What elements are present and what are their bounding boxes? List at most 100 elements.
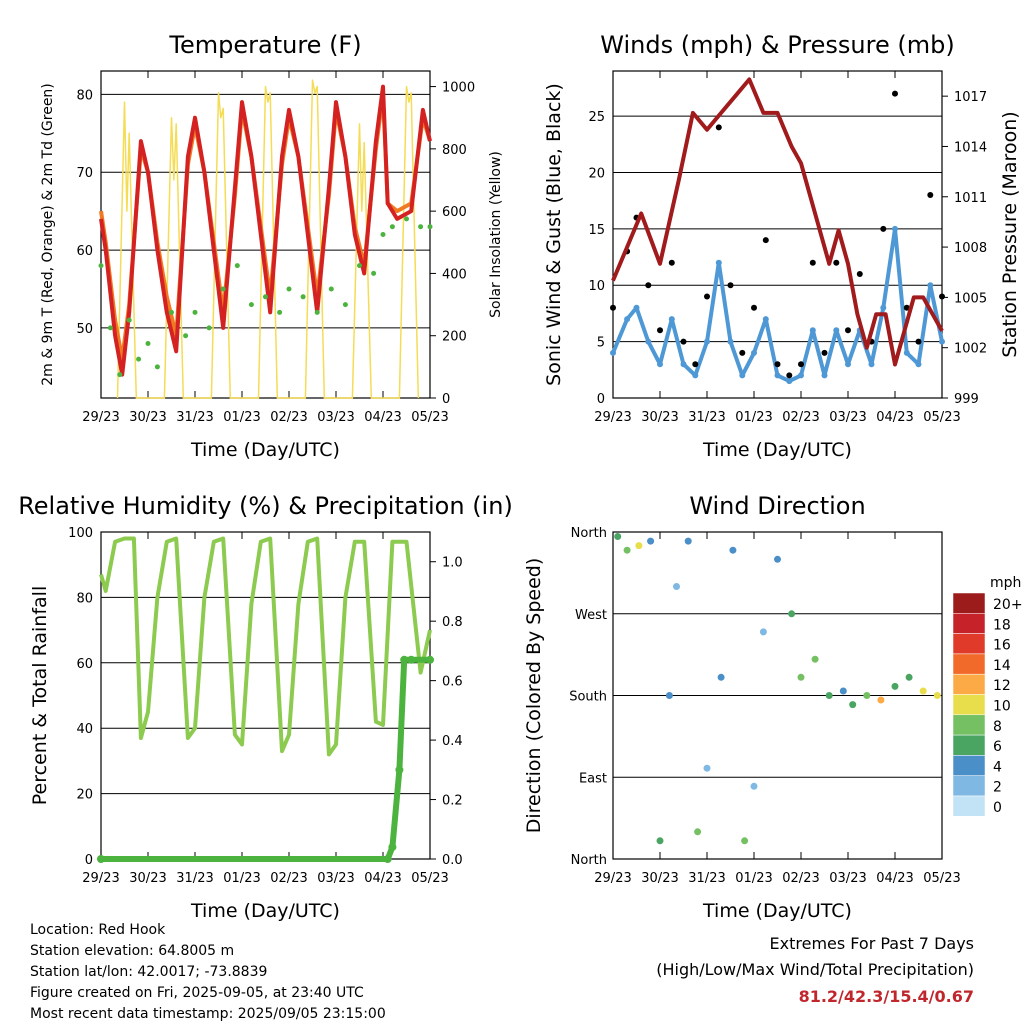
y-tick-label: 10 (588, 279, 605, 294)
direction-point (694, 828, 702, 836)
legend-label: 10 (993, 699, 1011, 715)
dewpoint-point (234, 263, 240, 269)
dewpoint-point (206, 325, 212, 331)
y-tick-label: 100 (68, 526, 93, 541)
y-tick-label: 60 (76, 244, 93, 259)
y2-tick-label: 0 (442, 392, 450, 407)
y2-tick-label: 0.8 (442, 615, 463, 630)
legend-title: mph (990, 575, 1021, 591)
humidity-precip-panel: Relative Humidity (%) & Precipitation (i… (18, 492, 513, 922)
gust-point (892, 90, 898, 97)
direction-point (673, 583, 680, 590)
dewpoint-point (192, 309, 198, 315)
direction-point (665, 692, 673, 699)
x-tick-label: 03/23 (829, 410, 866, 425)
y2-tick-label: 1000 (442, 81, 475, 96)
x-tick-label: 30/23 (641, 410, 678, 425)
gust-point (610, 304, 616, 311)
y2-tick-label: 0.0 (442, 853, 463, 868)
dewpoint-point (314, 309, 320, 315)
gust-point (751, 304, 757, 311)
wind-point (680, 361, 687, 368)
x-tick-label: 01/23 (735, 871, 772, 886)
x-tick-label: 03/23 (829, 871, 866, 886)
y2-tick-label: 999 (954, 392, 979, 407)
precip-point (426, 655, 434, 664)
gust-point (645, 282, 652, 289)
direction-point (797, 673, 805, 681)
y2-tick-label: 0.6 (442, 675, 463, 690)
direction-point (623, 546, 631, 554)
legend-label: 16 (993, 638, 1011, 654)
temp-2m-line (99, 84, 432, 377)
legend-label: 14 (993, 658, 1011, 674)
legend-swatch (952, 775, 986, 797)
y2-axis-label: Station Pressure (Maroon) (999, 111, 1021, 357)
dewpoint-point (154, 364, 160, 370)
y-axis-label: 2m & 9m T (Red, Orange) & 2m Td (Green) (40, 83, 56, 386)
x-tick-label: 01/23 (223, 410, 260, 425)
direction-point (741, 837, 749, 845)
winds-pressure-panel: Winds (mph) & Pressure (mb) 0 5 10 15 20 25 999… (543, 31, 1021, 461)
direction-point (788, 610, 796, 618)
direction-point (919, 687, 927, 695)
x-tick-label: 30/23 (641, 871, 678, 886)
dewpoint-point (300, 294, 306, 300)
wind-point (727, 338, 734, 345)
wind-point (715, 259, 722, 266)
y-tick-label: 20 (76, 788, 93, 803)
legend-swatch (952, 755, 986, 776)
dewpoint-point (286, 286, 292, 292)
y-axis-label: Percent & Total Rainfall (29, 586, 51, 805)
x-tick-label: 04/23 (876, 871, 913, 886)
legend-label: 2 (993, 780, 1002, 796)
temp-9m-line (99, 92, 432, 362)
precip-point (383, 855, 392, 863)
precip-point (395, 765, 404, 774)
rh-line (99, 536, 432, 757)
y-tick-label: 0 (85, 853, 93, 868)
x-tick-label: 05/23 (923, 871, 960, 886)
dewpoint-point (98, 263, 104, 269)
chart-title: Wind Direction (689, 492, 865, 520)
legend-swatch (952, 673, 986, 695)
y2-tick-label: 1008 (954, 241, 987, 256)
dewpoint-point (248, 302, 254, 308)
direction-point (703, 764, 711, 772)
y-tick-label: 5 (597, 336, 605, 351)
dewpoint-point (418, 224, 424, 230)
y-tick-label: 70 (76, 166, 93, 181)
dewpoint-point (117, 372, 123, 378)
direction-point (933, 692, 941, 699)
extremes-subtitle: (High/Low/Max Wind/Total Precipitation) (656, 960, 974, 979)
gust-point (821, 349, 828, 356)
x-tick-label: 05/23 (411, 871, 448, 886)
info-elevation: Station elevation: 64.8005 m (30, 943, 235, 959)
wind-point (668, 316, 675, 323)
dewpoint-point (389, 224, 395, 230)
direction-point (635, 542, 643, 550)
extremes-values: 81.2/42.3/15.4/0.67 (798, 987, 974, 1006)
x-tick-label: 29/23 (594, 410, 631, 425)
wind-point (657, 361, 663, 368)
y-tick-label: South (569, 690, 607, 705)
gust-point (880, 225, 887, 232)
y-tick-label: 25 (588, 110, 605, 125)
x-tick-label: 01/23 (735, 410, 772, 425)
dewpoint-point (220, 286, 226, 292)
direction-point (849, 701, 857, 709)
wind-point (645, 338, 652, 345)
y-tick-label: 20 (588, 166, 605, 181)
x-tick-label: 31/23 (176, 410, 213, 425)
y2-tick-label: 1017 (954, 90, 987, 105)
gust-point (798, 361, 804, 368)
x-tick-label: 31/23 (176, 871, 213, 886)
direction-point (759, 628, 767, 636)
legend-swatch (952, 592, 986, 614)
gust-point (939, 293, 945, 300)
plot-frame (612, 70, 943, 399)
gust-point (845, 327, 851, 334)
x-tick-label: 02/23 (270, 410, 307, 425)
dewpoint-point (183, 333, 189, 339)
